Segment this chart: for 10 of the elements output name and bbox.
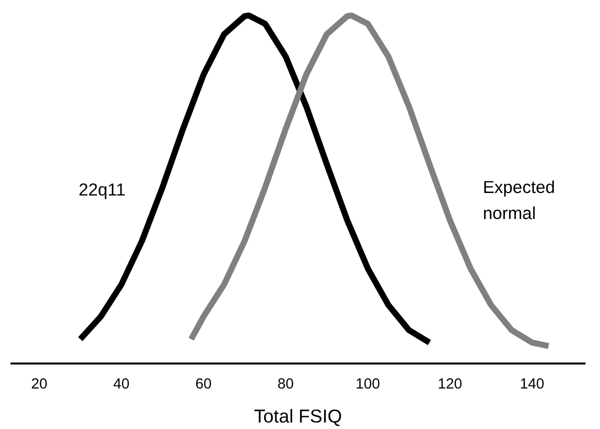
x-tick-label: 140 (520, 376, 544, 392)
series-label: Expected normal (482, 176, 556, 223)
x-axis-title: Total FSIQ (254, 406, 342, 426)
x-tick-label: 20 (31, 376, 48, 392)
series-label: 22q11 (78, 179, 126, 200)
x-tick-label: 100 (356, 376, 380, 392)
x-tick-label: 120 (438, 376, 462, 392)
x-tick-label: 60 (195, 376, 212, 392)
x-tick-label: 40 (113, 376, 130, 392)
x-tick-label: 80 (278, 376, 294, 392)
